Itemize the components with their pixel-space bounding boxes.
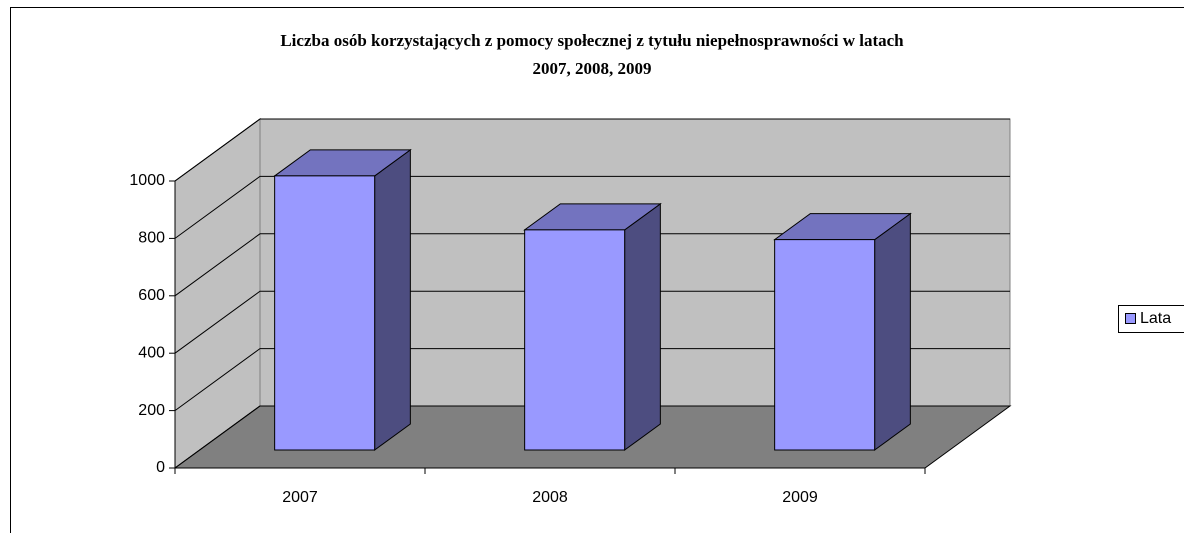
grid-line xyxy=(174,118,1010,182)
bar xyxy=(774,239,876,451)
grid-line xyxy=(174,405,1010,469)
y-tick-label: 600 xyxy=(138,287,165,304)
bar xyxy=(524,229,626,451)
bar-side xyxy=(374,148,411,452)
x-tick-label: 2008 xyxy=(532,489,568,506)
bar-side xyxy=(624,202,661,452)
legend-label: Lata xyxy=(1140,310,1171,327)
chart-title: 2007, 2008, 2009 xyxy=(533,59,652,78)
x-tick-label: 2009 xyxy=(782,489,818,506)
y-tick-label: 800 xyxy=(138,230,165,247)
y-tick-label: 400 xyxy=(138,344,165,361)
legend-swatch xyxy=(1125,313,1136,324)
y-tick-label: 0 xyxy=(156,459,165,476)
grid-line xyxy=(174,348,1010,412)
grid-line xyxy=(174,233,1010,297)
chart-title: Liczba osób korzystających z pomocy społ… xyxy=(280,31,904,50)
y-tick-label: 1000 xyxy=(129,172,165,189)
y-tick-label: 200 xyxy=(138,402,165,419)
grid-line xyxy=(174,175,1010,239)
x-tick-label: 2007 xyxy=(282,489,318,506)
bar xyxy=(274,175,376,451)
grid-line xyxy=(174,290,1010,354)
bar-side xyxy=(874,212,911,452)
